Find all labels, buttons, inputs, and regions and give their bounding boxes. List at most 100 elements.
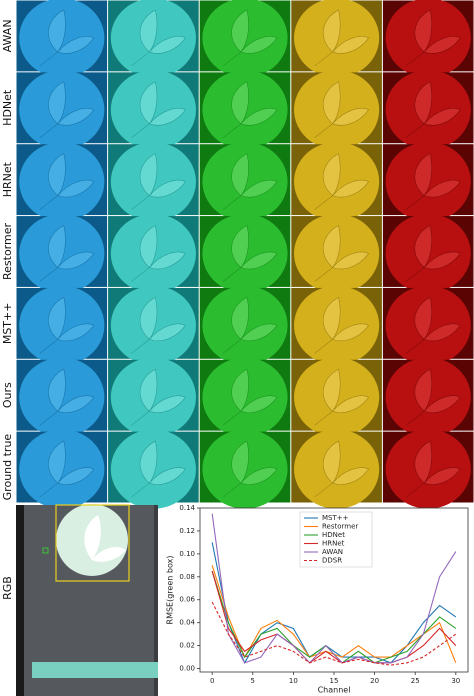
image-cell xyxy=(108,357,199,437)
cell-leaf xyxy=(314,440,370,498)
cell-leaf xyxy=(406,440,461,498)
cell-leaf xyxy=(314,225,370,282)
cell-leaf xyxy=(406,153,461,210)
x-tick-label: 25 xyxy=(411,677,420,685)
image-cell xyxy=(199,141,291,222)
image-cell xyxy=(199,429,291,509)
image-cell xyxy=(16,141,108,222)
y-tick-label: 0.00 xyxy=(179,665,195,673)
cell-leaf xyxy=(222,225,278,282)
legend-label: HRNet xyxy=(322,540,345,548)
cell-leaf xyxy=(131,440,186,498)
series-line xyxy=(211,513,457,664)
cell-leaf xyxy=(222,296,278,354)
cell-leaf xyxy=(39,440,95,498)
image-cell xyxy=(382,429,474,509)
x-tick-label: 30 xyxy=(451,677,460,685)
series-line xyxy=(211,542,457,665)
cell-leaf xyxy=(39,153,95,210)
image-cell xyxy=(382,285,474,366)
cell-leaf xyxy=(406,296,461,354)
cell-leaf xyxy=(222,440,278,498)
rgb-photo xyxy=(16,504,158,696)
cell-leaf xyxy=(314,296,370,354)
photo-yellow-box xyxy=(55,504,130,582)
image-cell xyxy=(16,70,108,150)
image-cell xyxy=(382,213,474,294)
image-cell xyxy=(16,285,108,366)
image-cell xyxy=(199,70,291,150)
image-cell xyxy=(199,285,291,366)
cell-leaf xyxy=(314,368,370,426)
row-label: Restormer xyxy=(1,223,14,281)
photo-edge xyxy=(16,505,24,696)
legend-label: DDSR xyxy=(322,557,342,565)
cell-leaf xyxy=(222,153,278,210)
cell-leaf xyxy=(406,9,461,67)
legend-label: AWAN xyxy=(322,548,343,556)
image-cell xyxy=(291,70,382,150)
x-tick-label: 5 xyxy=(251,677,255,685)
cell-leaf xyxy=(314,9,370,67)
legend-box xyxy=(299,511,373,568)
x-axis-label: Channel xyxy=(318,686,351,695)
y-tick-label: 0.08 xyxy=(179,573,195,581)
x-tick-label: 15 xyxy=(330,677,339,685)
y-tick-label: 0.02 xyxy=(179,642,195,650)
y-tick-label: 0.10 xyxy=(179,550,195,558)
row-label: HRNet xyxy=(1,161,14,197)
cell-leaf xyxy=(39,225,95,282)
photo-leaf xyxy=(84,515,126,562)
cell-leaf xyxy=(222,368,278,426)
row-label: AWAN xyxy=(1,19,14,52)
cell-leaf xyxy=(131,9,186,67)
cell-leaf xyxy=(222,81,278,139)
image-cell xyxy=(382,0,474,78)
image-cell xyxy=(16,429,108,509)
image-grid xyxy=(16,0,474,509)
cell-leaf xyxy=(406,225,461,282)
image-cell xyxy=(382,357,474,437)
cell-leaf xyxy=(131,225,186,282)
image-cell xyxy=(16,357,108,437)
cell-leaf xyxy=(39,296,95,354)
image-cell xyxy=(291,285,382,366)
cell-leaf xyxy=(222,9,278,67)
cell-leaf xyxy=(39,368,95,426)
cell-leaf xyxy=(131,153,186,210)
image-cell xyxy=(108,141,199,222)
photo-green-box xyxy=(42,547,49,554)
series-line xyxy=(211,570,457,664)
image-cell xyxy=(108,70,199,150)
image-cell xyxy=(291,141,382,222)
y-tick-label: 0.04 xyxy=(179,619,195,627)
cell-leaf xyxy=(131,368,186,426)
cell-leaf xyxy=(314,153,370,210)
image-cell xyxy=(382,141,474,222)
image-cell xyxy=(16,0,108,78)
row-label: Ours xyxy=(1,382,14,408)
y-axis-label: RMSE(green box) xyxy=(166,556,175,625)
cell-leaf xyxy=(39,81,95,139)
legend-label: Restormer xyxy=(322,523,358,531)
image-cell xyxy=(199,0,291,78)
cell-leaf xyxy=(406,368,461,426)
legend-label: MST++ xyxy=(322,514,349,522)
x-tick-label: 20 xyxy=(370,677,379,685)
image-cell xyxy=(199,213,291,294)
x-tick-label: 10 xyxy=(289,677,298,685)
cell-leaf xyxy=(131,296,186,354)
row-label: HDNet xyxy=(1,89,14,126)
y-tick-label: 0.06 xyxy=(179,596,195,604)
image-cell xyxy=(291,357,382,437)
image-cell xyxy=(382,70,474,150)
photo-strip xyxy=(32,662,158,678)
cell-leaf xyxy=(39,9,95,67)
y-tick-label: 0.12 xyxy=(179,527,195,535)
image-cell xyxy=(108,285,199,366)
legend-label: HDNet xyxy=(322,531,345,539)
image-cell xyxy=(291,0,382,78)
image-cell xyxy=(291,213,382,294)
cell-leaf xyxy=(406,81,461,139)
image-cell xyxy=(16,213,108,294)
